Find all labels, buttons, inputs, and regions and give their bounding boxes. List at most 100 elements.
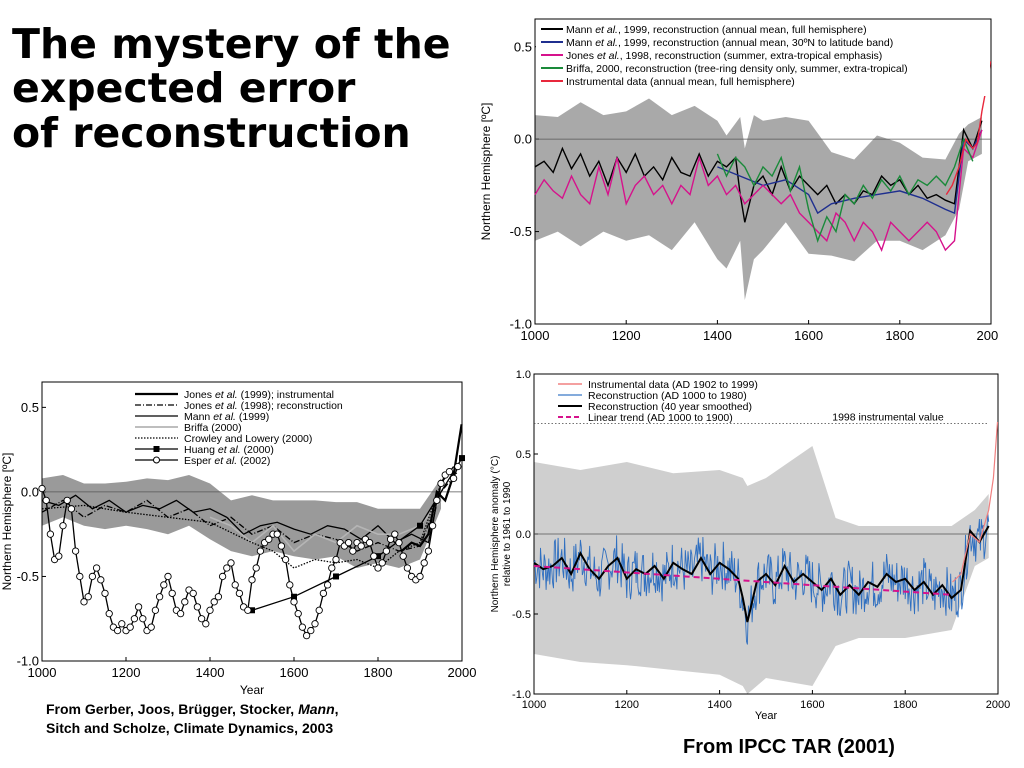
series-point xyxy=(55,552,63,560)
y-tick-label: -1.0 xyxy=(17,654,39,669)
series-point xyxy=(311,620,319,628)
series-point xyxy=(76,572,84,581)
series-point xyxy=(134,603,143,611)
series-point xyxy=(302,631,311,640)
series-point xyxy=(105,610,113,618)
series-point xyxy=(332,555,340,564)
series-point xyxy=(249,607,255,614)
x-tick-label: 1200 xyxy=(612,328,641,343)
series-point xyxy=(375,553,381,560)
series-point xyxy=(164,572,172,581)
caption-text: , xyxy=(334,701,339,717)
legend-label: Esper et al. (2002) xyxy=(184,455,270,467)
series-point xyxy=(365,538,374,547)
x-axis-label: Year xyxy=(755,710,778,722)
series-point xyxy=(197,615,206,623)
series-point xyxy=(227,559,235,567)
series-point xyxy=(416,572,424,581)
legend-label: Mann et al., 1999, reconstruction (annua… xyxy=(566,37,893,49)
series-point xyxy=(202,620,210,628)
series-point xyxy=(38,484,46,493)
legend-label: Briffa, 2000, reconstruction (tree-ring … xyxy=(566,63,908,75)
y-axis-label: Northern Hemisphere [ºC] xyxy=(479,103,493,241)
series-point xyxy=(445,467,454,476)
series-point xyxy=(193,603,202,611)
series-point xyxy=(42,496,50,505)
y-tick-label: 0.5 xyxy=(516,449,531,461)
x-tick-label: 1400 xyxy=(707,699,731,711)
series-line xyxy=(41,471,459,552)
chart-svg: 1000 1200 1400 1600 1800 2000 0.5 0.0 -0.5 -1.0 Jo… xyxy=(0,381,476,697)
series-point xyxy=(344,538,353,547)
series-point xyxy=(88,572,97,581)
series-point xyxy=(449,474,458,483)
series-point xyxy=(244,606,252,614)
y-tick-label: -0.5 xyxy=(512,609,531,621)
series-point xyxy=(433,496,441,505)
series-point xyxy=(290,598,298,606)
y-tick-label: 0.0 xyxy=(21,484,39,499)
series-point xyxy=(160,581,168,589)
series-point xyxy=(92,564,101,572)
series-point xyxy=(323,581,332,589)
x-tick-label: 1800 xyxy=(893,699,917,711)
legend-label: Mann et al., 1999, reconstruction (annua… xyxy=(566,24,867,36)
series-point xyxy=(399,552,407,560)
series-line xyxy=(952,421,999,583)
series-point xyxy=(319,589,328,598)
series-point xyxy=(424,547,433,555)
caption-italic: Mann xyxy=(298,701,335,717)
series-point xyxy=(273,530,281,538)
legend-label: Crowley and Lowery (2000) xyxy=(184,433,312,445)
series-point xyxy=(374,564,382,572)
x-tick-label: 1000 xyxy=(522,699,546,711)
series-point xyxy=(235,589,244,598)
series-point xyxy=(333,573,339,580)
series-point xyxy=(256,547,265,555)
series-point xyxy=(218,572,227,581)
caption-text: Sitch and Scholze, Climate Dynamics, 200… xyxy=(46,720,334,736)
series-point xyxy=(113,626,122,635)
series-point xyxy=(417,522,423,529)
y-tick-label: -1.0 xyxy=(512,689,531,701)
series-point xyxy=(214,593,223,601)
series-point xyxy=(420,559,428,567)
series-point xyxy=(286,581,294,589)
legend-label: Instrumental data (AD 1902 to 1999) xyxy=(588,379,758,391)
title-line: of reconstruction xyxy=(12,108,411,157)
x-tick-label: 1800 xyxy=(885,328,914,343)
series-point xyxy=(248,576,256,584)
series-point xyxy=(168,589,176,598)
x-tick-label: 1400 xyxy=(703,328,732,343)
x-tick-label: 2000 xyxy=(986,699,1010,711)
legend-marker xyxy=(153,446,160,452)
y-tick-label: 0.5 xyxy=(514,39,532,54)
legend-box xyxy=(536,20,990,96)
title-line: The mystery of the xyxy=(12,20,451,68)
series-point xyxy=(277,542,286,550)
legend-label: Linear trend (AD 1000 to 1900) xyxy=(588,412,733,424)
chart-gerber-reconstructions: 1000 1200 1400 1600 1800 2000 0.5 0.0 -0.5 -1.0 Jo… xyxy=(0,378,478,700)
legend-label: Jones et al., 1998, reconstruction (summ… xyxy=(566,50,882,62)
x-tick-label: 1600 xyxy=(794,328,823,343)
series-point xyxy=(59,522,67,530)
series-point xyxy=(395,538,403,547)
chart-ipcc-reconstruction: 1000 1200 1400 1600 1800 2000 1.0 0.5 0.0 -0.5 -1.… xyxy=(478,368,1014,728)
series-point xyxy=(126,623,134,631)
series-point xyxy=(84,593,92,601)
series-point xyxy=(252,564,260,572)
series-point xyxy=(176,610,185,618)
series-point xyxy=(71,547,80,555)
caption-gerber: From Gerber, Joos, Brügger, Stocker, Man… xyxy=(46,700,466,738)
caption-text: From Gerber, Joos, Brügger, Stocker, xyxy=(46,701,299,717)
series-point xyxy=(391,530,399,538)
series-point xyxy=(206,606,214,614)
y-tick-label: 0.0 xyxy=(516,529,531,541)
y-axis-label: Northern Hemisphere anomaly (°C)relative… xyxy=(490,456,513,613)
legend-label: Reconstruction (AD 1000 to 1980) xyxy=(588,390,747,402)
series-point xyxy=(403,564,412,572)
series-point xyxy=(46,530,55,538)
x-tick-label: 1200 xyxy=(112,665,141,680)
legend-label: Huang et al. (2000) xyxy=(184,444,274,456)
legend-label: Instrumental data (annual mean, full hem… xyxy=(566,76,795,88)
